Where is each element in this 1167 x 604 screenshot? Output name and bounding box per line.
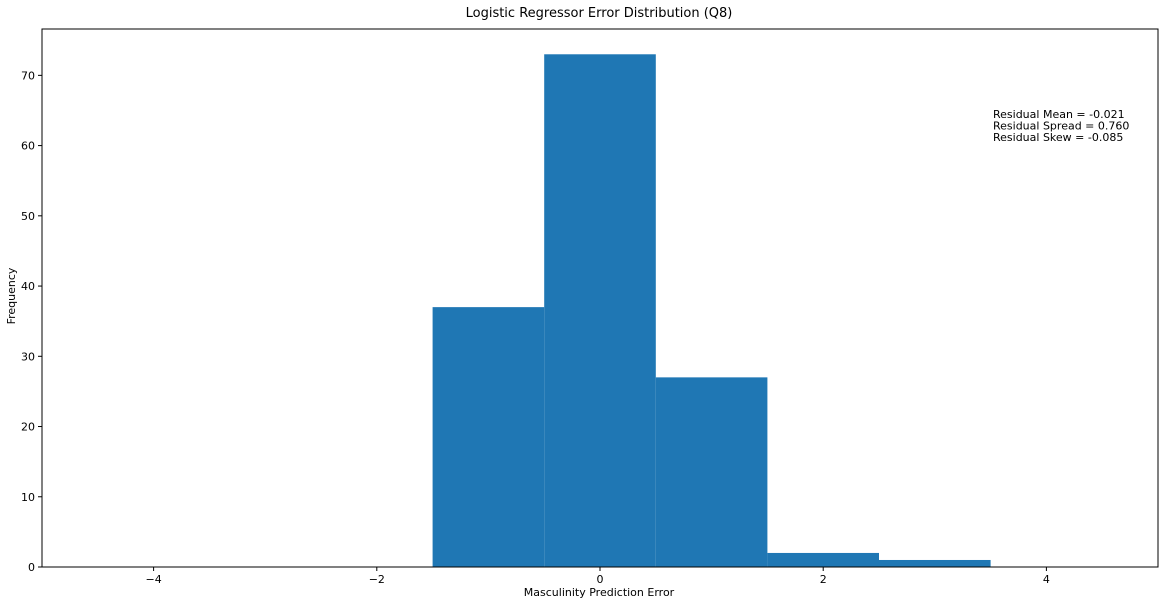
y-tick-label-5: 50 bbox=[21, 210, 35, 223]
annotation-line-0: Residual Mean = -0.021 bbox=[993, 108, 1125, 121]
histogram-bars bbox=[432, 54, 991, 567]
y-tick-label-6: 60 bbox=[21, 140, 35, 153]
histogram-bar-3 bbox=[767, 552, 879, 567]
histogram-bar-4 bbox=[879, 559, 991, 567]
y-tick-label-0: 0 bbox=[28, 561, 35, 574]
x-tick-label-3: 2 bbox=[820, 573, 827, 586]
annotation-line-2: Residual Skew = -0.085 bbox=[993, 131, 1123, 144]
histogram-bar-2 bbox=[655, 377, 768, 567]
y-tick-label-1: 10 bbox=[21, 491, 35, 504]
y-tick-label-2: 20 bbox=[21, 421, 35, 434]
y-tick-label-3: 30 bbox=[21, 350, 35, 363]
x-tick-label-0: −4 bbox=[145, 573, 161, 586]
histogram-bar-0 bbox=[432, 307, 545, 567]
histogram-bar-1 bbox=[544, 54, 656, 567]
annotation-line-1: Residual Spread = 0.760 bbox=[993, 120, 1129, 133]
x-axis-label: Masculinity Prediction Error bbox=[524, 586, 675, 599]
x-tick-label-1: −2 bbox=[369, 573, 385, 586]
y-tick-label-7: 70 bbox=[21, 69, 35, 82]
x-tick-label-2: 0 bbox=[597, 573, 604, 586]
x-tick-label-4: 4 bbox=[1043, 573, 1050, 586]
chart-title: Logistic Regressor Error Distribution (Q… bbox=[466, 6, 733, 21]
y-tick-label-4: 40 bbox=[21, 280, 35, 293]
y-axis-label: Frequency bbox=[5, 267, 18, 324]
